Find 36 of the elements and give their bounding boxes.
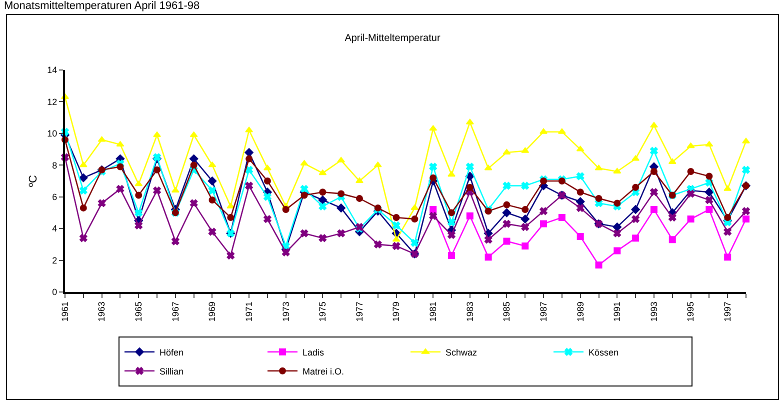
x-tick-label: 1987 [538,302,548,322]
x-tick-label: 1965 [134,302,144,322]
legend-label: Höfen [160,347,184,358]
x-tick-label: 1977 [354,302,364,322]
y-tick-label: 8 [52,160,58,170]
legend-label: Matrei i.O. [302,366,344,376]
x-tick-label: 1963 [96,302,107,322]
x-tick-label: 1983 [464,302,475,322]
x-tick-label: 1995 [686,302,696,322]
x-tick-label: 1993 [648,302,659,322]
y-tick-label: 6 [52,192,58,202]
y-tick-label: 2 [52,255,58,266]
y-tick-label: 14 [47,65,58,76]
y-tick-label: 12 [47,96,58,107]
x-tick-label: 1991 [612,302,622,322]
x-tick-label: 1997 [722,302,733,322]
y-tick-label: 0 [52,287,58,298]
x-tick-label: 1985 [502,302,512,322]
y-tick-label: 4 [52,224,58,234]
legend-label: Schwaz [446,347,478,358]
x-tick-label: 1975 [318,302,328,322]
text: Monatsmitteltemperaturen April 1961-98 [4,0,200,13]
legend-label: Kössen [588,347,619,358]
x-tick-label: 1989 [575,302,586,322]
chart-title: April-Mitteltemperatur [344,33,441,44]
x-tick-label: 1961 [60,302,70,322]
x-tick-label: 1969 [207,302,218,322]
x-tick-label: 1973 [280,302,291,322]
x-tick-label: 1981 [428,302,438,322]
y-axis-title: ºC [27,174,40,187]
x-tick-label: 1971 [244,302,254,322]
x-tick-label: 1979 [391,302,402,322]
x-tick-label: 1967 [170,302,180,322]
y-tick-label: 10 [47,128,58,139]
legend-label: Ladis [302,347,325,358]
legend-label: Sillian [160,366,184,376]
